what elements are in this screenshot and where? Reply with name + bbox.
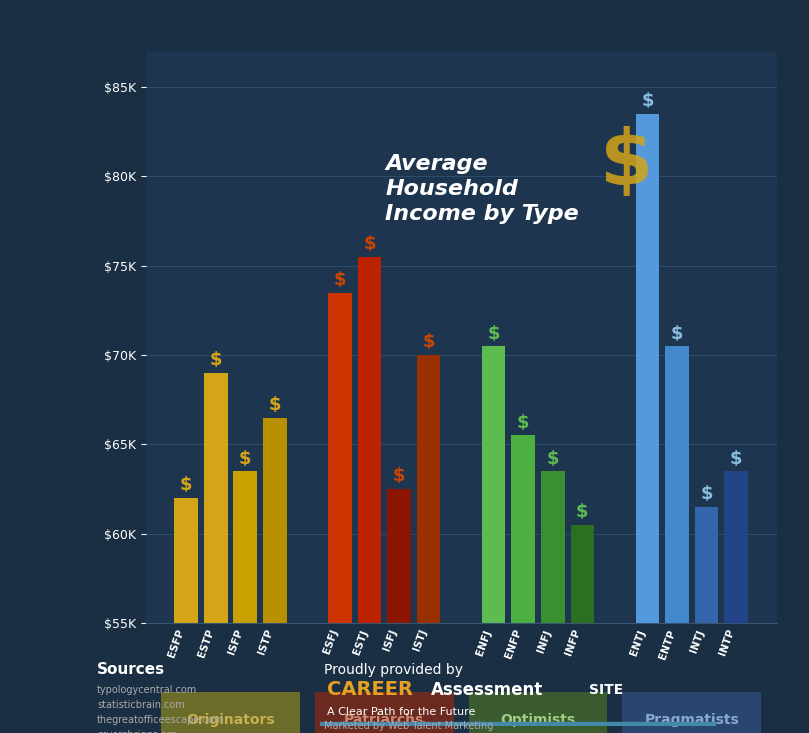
Text: $: $ — [547, 449, 559, 468]
Text: Assessment: Assessment — [430, 681, 543, 699]
Text: $: $ — [393, 468, 405, 485]
Text: Patriarchs: Patriarchs — [344, 713, 425, 727]
Bar — [570, 525, 594, 733]
Text: $: $ — [333, 271, 346, 289]
Text: $: $ — [730, 449, 743, 468]
Text: Marketed by Web Talent Marketing: Marketed by Web Talent Marketing — [324, 721, 493, 732]
Text: $: $ — [701, 485, 713, 504]
Text: $: $ — [422, 334, 435, 351]
Bar — [665, 346, 688, 733]
Text: Average
Household
Income by Type: Average Household Income by Type — [385, 154, 579, 224]
Text: $: $ — [671, 325, 684, 342]
FancyBboxPatch shape — [161, 692, 300, 733]
Text: $: $ — [600, 125, 653, 199]
Text: A Clear Path for the Future: A Clear Path for the Future — [328, 707, 476, 717]
Bar — [358, 257, 381, 733]
Bar — [724, 471, 748, 733]
Bar — [695, 507, 718, 733]
Text: $: $ — [487, 325, 500, 342]
FancyBboxPatch shape — [315, 692, 454, 733]
Bar — [511, 435, 535, 733]
Text: $: $ — [576, 504, 589, 521]
Text: SITE: SITE — [589, 682, 624, 697]
Bar — [234, 471, 257, 733]
Text: $: $ — [642, 92, 654, 110]
Text: $: $ — [180, 476, 193, 494]
FancyBboxPatch shape — [468, 692, 608, 733]
Bar — [636, 114, 659, 733]
FancyBboxPatch shape — [622, 692, 761, 733]
Bar — [204, 373, 227, 733]
Text: Proudly provided by: Proudly provided by — [324, 663, 463, 677]
Bar — [263, 418, 286, 733]
Text: $: $ — [363, 235, 375, 253]
Text: $: $ — [269, 396, 281, 414]
Text: Originators: Originators — [186, 713, 275, 727]
Text: $: $ — [517, 414, 529, 432]
Bar — [320, 722, 716, 726]
Bar — [541, 471, 565, 733]
Text: $: $ — [239, 449, 252, 468]
Bar — [482, 346, 506, 733]
Bar — [417, 355, 440, 733]
Text: Optimists: Optimists — [501, 713, 575, 727]
Text: CAREER: CAREER — [328, 680, 413, 699]
Text: $: $ — [210, 351, 222, 369]
Text: typologycentral.com
statisticbrain.com
thegreatofficeescape.com
myersbriggs.org: typologycentral.com statisticbrain.com t… — [97, 685, 224, 733]
Bar — [174, 498, 198, 733]
Bar — [388, 489, 411, 733]
Text: Sources: Sources — [97, 663, 165, 677]
Text: Pragmatists: Pragmatists — [645, 713, 739, 727]
Bar — [328, 292, 352, 733]
